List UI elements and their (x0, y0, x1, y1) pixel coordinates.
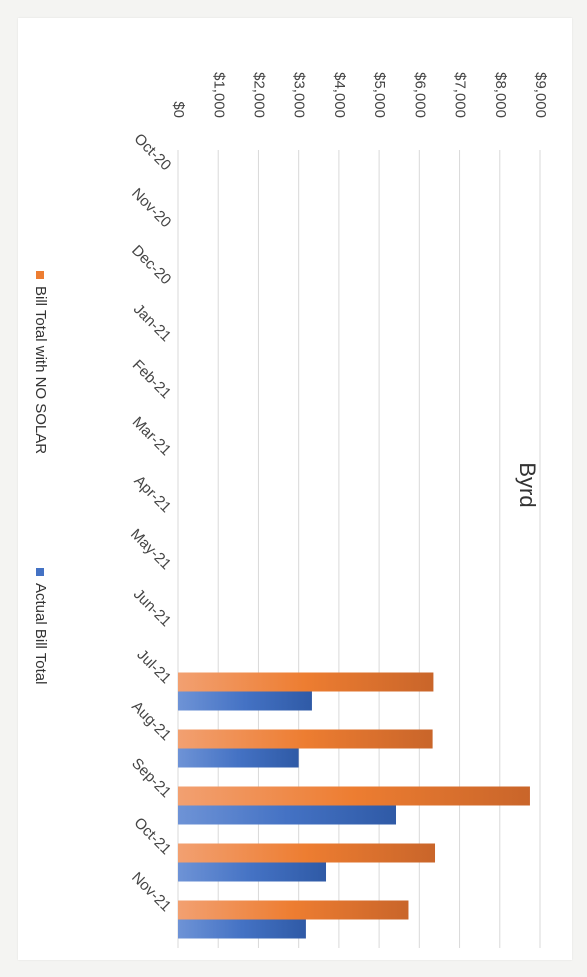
category-label: Apr-21 (131, 472, 175, 516)
value-tick-label: $4,000 (331, 72, 348, 118)
category-label: Jul-21 (133, 646, 174, 687)
category-label: Sep-21 (128, 755, 174, 801)
legend-label-no-solar: Bill Total with NO SOLAR (32, 286, 49, 454)
bar-actual (178, 862, 327, 882)
value-tick-label: $1,000 (210, 72, 227, 118)
value-tick-label: $7,000 (452, 72, 469, 118)
legend-swatch-no-solar (36, 271, 44, 279)
value-tick-label: $0 (170, 101, 187, 118)
bar-no-solar (178, 786, 530, 806)
value-tick-label: $5,000 (371, 72, 388, 118)
legend-label-actual: Actual Bill Total (32, 583, 49, 684)
value-tick-label: $9,000 (532, 72, 549, 118)
category-label: Jun-21 (130, 586, 174, 630)
value-tick-label: $8,000 (492, 72, 509, 118)
value-tick-label: $6,000 (411, 72, 428, 118)
bar-actual (178, 691, 312, 711)
category-label: Nov-20 (128, 185, 174, 231)
bars (178, 672, 530, 939)
bar-no-solar (178, 729, 433, 749)
gridlines (177, 150, 541, 948)
category-label: Jan-21 (130, 301, 174, 345)
category-label: Dec-20 (128, 242, 174, 288)
legend-swatch-actual (36, 568, 44, 576)
value-axis: $0 $1,000 $2,000 $3,000 $4,000 $5,000 $6,000 $7… (170, 72, 549, 118)
category-label: Oct-21 (131, 814, 175, 858)
chart-title: Byrd (515, 462, 540, 507)
category-axis: Oct-20 Nov-20 Dec-20 Jan-21 Feb-21 Mar-21 Apr-… (127, 130, 174, 915)
category-label: Oct-20 (131, 130, 175, 174)
value-tick-label: $2,000 (250, 72, 267, 118)
bar-no-solar (178, 843, 436, 863)
category-label: Aug-21 (128, 698, 174, 744)
bar-actual (178, 748, 299, 768)
legend: Bill Total with NO SOLAR Actual Bill Tot… (32, 271, 49, 684)
category-label: Feb-21 (129, 357, 175, 403)
bar-no-solar (178, 900, 409, 920)
value-tick-label: $3,000 (291, 72, 308, 118)
bar-no-solar (178, 672, 434, 692)
bar-actual (178, 919, 306, 939)
category-label: May-21 (127, 526, 174, 573)
bar-actual (178, 805, 397, 825)
category-label: Nov-21 (128, 869, 174, 915)
category-label: Mar-21 (129, 414, 175, 460)
